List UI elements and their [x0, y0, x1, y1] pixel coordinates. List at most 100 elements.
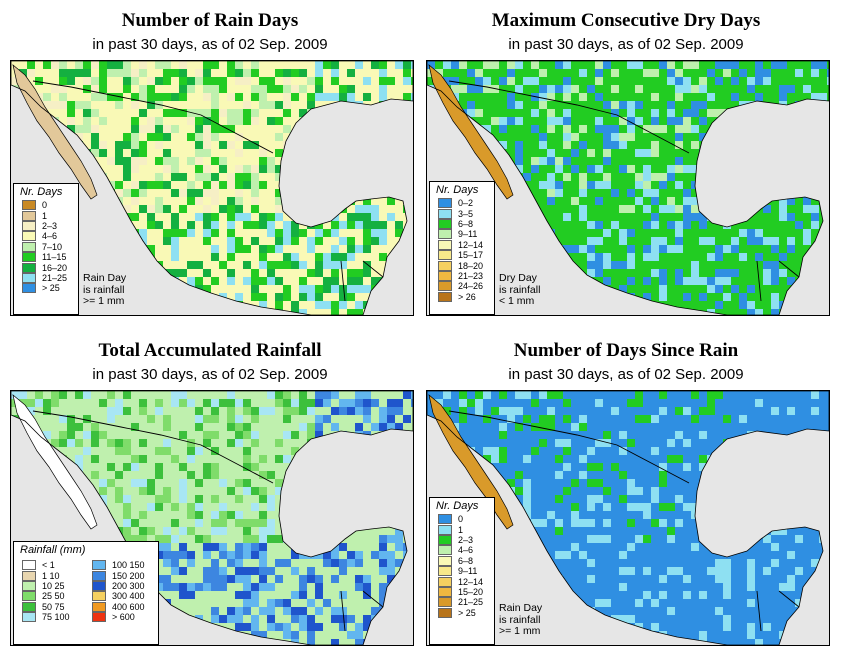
- legend-label: 6–8: [458, 218, 474, 229]
- legend-label: 9–11: [458, 566, 478, 577]
- legend-swatch: [22, 601, 36, 612]
- legend-label: > 26: [458, 291, 476, 302]
- legend-swatch: [438, 229, 452, 240]
- map-rain-days: Nr. Days 0 1 2–3 4–6 7–10 11–15 16–20 21–25 > 25…: [10, 60, 414, 316]
- legend-note: Rain Day is rainfall >= 1 mm: [499, 602, 543, 637]
- legend-swatch: [22, 241, 36, 252]
- legend-label: 21–25: [458, 597, 484, 608]
- map-days-since-rain: Nr. Days 0 1 2–3 4–6 6–8 9–11 12–14 15–20 21–25 >…: [426, 390, 830, 646]
- legend-label: > 600: [112, 612, 135, 623]
- legend-swatch: [22, 220, 36, 231]
- legend-entry: 1: [14, 210, 78, 221]
- panel-rain-days: Number of Rain Days in past 30 days, as …: [0, 0, 420, 320]
- legend-label: 24–26: [458, 281, 484, 292]
- legend-swatch: [438, 545, 452, 556]
- legend-swatch: [438, 260, 452, 271]
- legend-entry: 150 200: [84, 570, 145, 581]
- legend-swatch: [438, 586, 452, 597]
- legend-entry: 200 300: [84, 580, 145, 591]
- legend-swatch: [92, 570, 106, 581]
- legend-entry: > 26: [430, 291, 494, 302]
- legend-swatch: [22, 570, 36, 581]
- country-borders: [32, 80, 384, 302]
- panel-subtitle: in past 30 days, as of 02 Sep. 2009: [92, 366, 328, 383]
- legend-label: 18–20: [458, 260, 484, 271]
- legend-label: 15–17: [458, 250, 484, 261]
- legend-label: 200 300: [112, 580, 145, 591]
- legend-swatch: [438, 218, 452, 229]
- legend-entry: 25 50: [14, 591, 70, 602]
- legend-swatch: [438, 524, 452, 535]
- legend-swatch: [438, 281, 452, 292]
- legend-swatch: [92, 591, 106, 602]
- panel-title: Maximum Consecutive Dry Days: [491, 10, 761, 31]
- coastline: [427, 391, 829, 645]
- legend-label: 2–3: [458, 534, 474, 545]
- legend-label: 21–25: [42, 272, 68, 283]
- legend-swatch: [438, 566, 452, 577]
- legend-swatch: [438, 555, 452, 566]
- panel-dry-days: Maximum Consecutive Dry Days in past 30 …: [416, 0, 836, 320]
- panel-title: Number of Rain Days: [121, 10, 299, 31]
- legend-label: 0: [458, 514, 464, 525]
- legend-swatch: [22, 580, 36, 591]
- legend: Nr. Days 0 1 2–3 4–6 7–10 11–15 16–20 21–25 > 25: [13, 183, 79, 315]
- legend-entry: 15–17: [430, 250, 494, 261]
- legend-swatch: [22, 591, 36, 602]
- gulf-of-mexico: [283, 439, 413, 551]
- legend-entry: 16–20: [14, 262, 78, 273]
- legend-entry: > 25: [430, 607, 494, 618]
- legend-label: 6–8: [458, 555, 474, 566]
- legend-swatch: [438, 576, 452, 587]
- legend-entry: 12–14: [430, 576, 494, 587]
- gulf-of-mexico: [699, 109, 829, 221]
- legend-entry: > 600: [84, 612, 145, 623]
- legend-entry: 9–11: [430, 229, 494, 240]
- legend-entry: > 25: [14, 283, 78, 294]
- country-borders: [32, 410, 384, 632]
- legend-swatch: [92, 612, 106, 623]
- legend: Nr. Days 0 1 2–3 4–6 6–8 9–11 12–14 15–20 21–25 >…: [429, 497, 495, 645]
- legend-entry: 400 600: [84, 601, 145, 612]
- panel-total-rainfall: Total Accumulated Rainfall in past 30 da…: [0, 330, 420, 650]
- legend-entry: 0: [430, 514, 494, 525]
- legend-title: Nr. Days: [436, 184, 479, 196]
- legend-label: 1: [42, 210, 48, 221]
- legend-swatch: [22, 612, 36, 623]
- legend-label: 21–23: [458, 270, 484, 281]
- legend-note: Dry Day is rainfall < 1 mm: [499, 272, 541, 307]
- legend-entry: 2–3: [14, 220, 78, 231]
- legend-label: 0: [42, 200, 48, 211]
- country-borders: [448, 80, 800, 302]
- legend-entry: 21–25: [14, 272, 78, 283]
- map-graphic: [427, 61, 829, 315]
- legend-entry: 6–8: [430, 555, 494, 566]
- legend-entry: 4–6: [14, 231, 78, 242]
- legend-entry: 0: [14, 200, 78, 211]
- legend-entry: 2–3: [430, 534, 494, 545]
- baja-peninsula: [12, 64, 98, 200]
- legend-entry: 1 10: [14, 570, 70, 581]
- legend-swatch: [22, 283, 36, 294]
- legend-swatch: [438, 597, 452, 608]
- panel-subtitle: in past 30 days, as of 02 Sep. 2009: [508, 366, 744, 383]
- panel-title: Number of Days Since Rain: [513, 340, 739, 361]
- legend-entry: 21–23: [430, 270, 494, 281]
- legend-swatch: [438, 239, 452, 250]
- legend-label: > 25: [42, 283, 60, 294]
- legend-note: Rain Day is rainfall >= 1 mm: [83, 272, 127, 307]
- legend: Nr. Days 0–2 3–5 6–8 9–11 12–14 15–17 18–20 21–…: [429, 181, 495, 315]
- legend-swatch: [438, 208, 452, 219]
- legend-label: 16–20: [42, 262, 68, 273]
- legend-label: 100 150: [112, 560, 145, 571]
- legend-swatch: [22, 252, 36, 263]
- legend-label: 0–2: [458, 198, 474, 209]
- legend-label: 10 25: [42, 580, 65, 591]
- legend-entry: 12–14: [430, 239, 494, 250]
- baja-peninsula: [12, 394, 98, 530]
- coastline: [11, 61, 413, 315]
- legend-entry: 3–5: [430, 208, 494, 219]
- legend-swatch: [22, 200, 36, 211]
- legend-title: Nr. Days: [20, 186, 63, 198]
